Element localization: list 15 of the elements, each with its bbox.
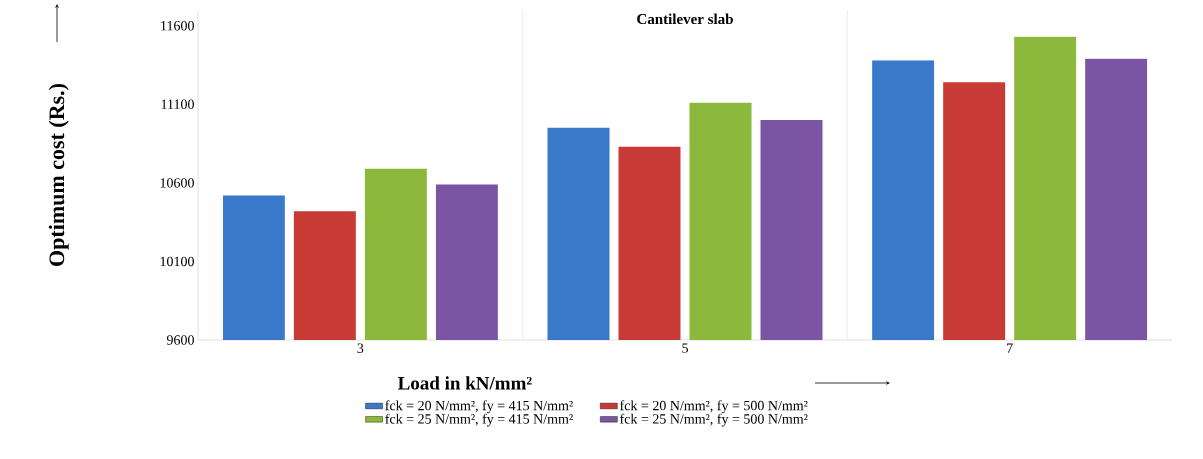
legend-label: fck = 20 N/mm², fy = 500 N/mm² <box>619 400 808 414</box>
x-tick-label: 7 <box>1007 343 1013 353</box>
y-tick-label: 10600 <box>160 178 194 188</box>
y-tick-label: 11600 <box>161 20 194 31</box>
y-tick-label: 10100 <box>160 256 194 267</box>
chart-title: Cantilever slab <box>637 13 733 25</box>
x-tick-label: 3 <box>357 343 364 353</box>
y-axis-title: Optimum cost (Rs.) <box>48 84 69 266</box>
legend-label: fck = 20 N/mm², fy = 415 N/mm² <box>385 400 573 414</box>
legend-label: fck = 25 N/mm², fy = 415 N/mm² <box>385 413 573 427</box>
y-tick-label: 9600 <box>166 335 194 345</box>
x-tick-label: 5 <box>682 343 688 353</box>
y-tick-label: 11100 <box>161 99 194 110</box>
x-axis-title: Load in kN/mm² <box>397 376 532 390</box>
legend-label: fck = 25 N/mm², fy = 500 N/mm² <box>619 413 808 427</box>
